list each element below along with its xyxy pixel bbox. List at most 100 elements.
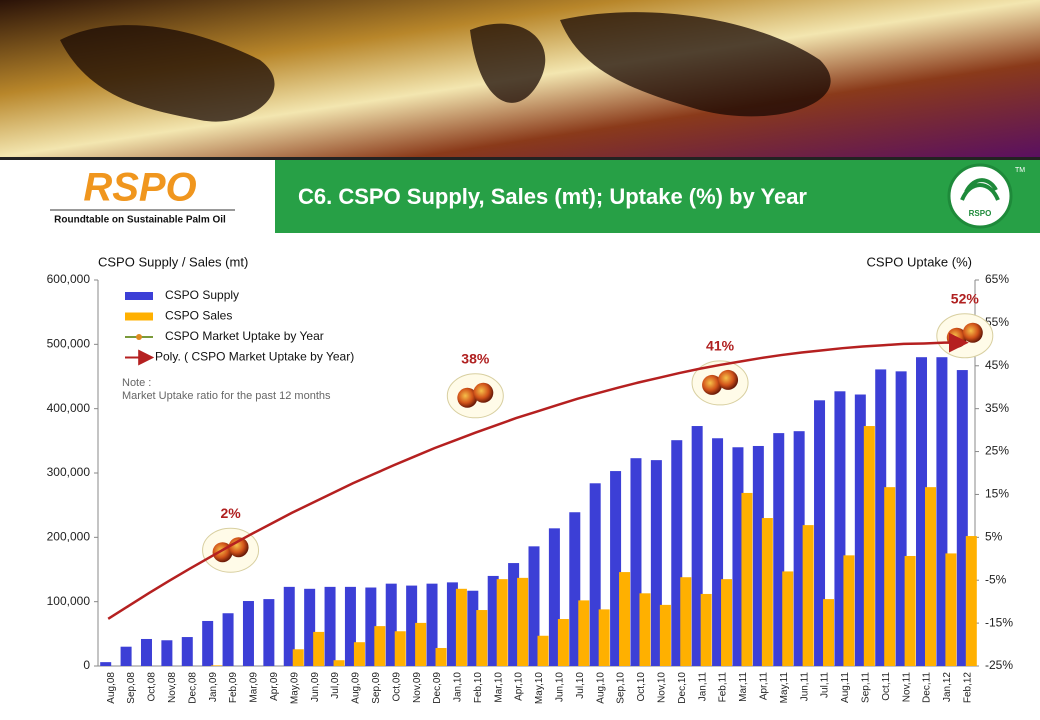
bar [802,525,814,666]
y-tick-label: 600,000 [47,272,91,286]
bar [100,662,112,666]
y-tick-label: 0 [83,658,90,672]
x-tick-label: Nov,08 [167,672,178,703]
bar [680,577,692,666]
x-tick-label: Aug,08 [106,672,117,704]
data-label: 41% [706,338,735,354]
bar [455,588,467,666]
bar [161,640,173,666]
bar [435,647,447,666]
bar [292,649,304,666]
y2-tick-label: 55% [985,315,1009,329]
y2-tick-label: 15% [985,487,1009,501]
x-tick-label: Sep,10 [616,672,627,704]
bar [741,492,753,666]
x-tick-label: Jul,11 [820,672,831,698]
x-tick-label: Feb,10 [473,672,484,704]
legend-swatch [136,334,142,340]
uptake-fruit [228,537,249,558]
bar [385,583,397,666]
bar [496,579,508,666]
x-tick-label: Aug,11 [840,672,851,703]
bar [589,483,601,666]
plot: 0 100,000 200,000 300,000 400,000 500,000 600,… [47,272,1014,704]
badge-text: RSPO [969,209,992,218]
x-tick-label: May,10 [534,672,545,704]
bar [659,604,671,666]
x-tick-label: Dec,10 [677,672,688,704]
uptake-fruit [702,374,723,395]
bar [863,426,875,666]
bar [365,587,377,666]
bar [446,582,458,666]
x-tick-label: Nov,10 [657,672,668,703]
y2-axis-title: CSPO Uptake (%) [867,254,972,269]
x-tick-label: Aug,09 [351,672,362,704]
bar [394,631,406,666]
x-tick-label: Feb,12 [962,672,973,704]
bar [557,619,569,666]
trend-line [107,332,969,620]
uptake-fruit [962,322,983,343]
x-tick-label: Apr,10 [514,672,525,701]
bar [945,553,957,666]
bar [965,536,977,666]
bar [333,660,345,666]
y2-tick-label: -15% [985,615,1013,629]
data-label: 52% [951,290,980,306]
bar [181,637,193,666]
uptake-fruit [473,382,494,403]
x-tick-label: Jan,12 [942,672,953,702]
x-tick-label: Feb,11 [718,672,729,703]
badge [947,163,1013,229]
bar [476,610,488,666]
bar [712,438,724,666]
x-tick-label: Jul,10 [575,672,586,699]
slide-title: C6. CSPO Supply, Sales (mt); Uptake (%) … [298,184,807,209]
bar [752,445,764,666]
y2-tick-label: 45% [985,358,1009,372]
bar [773,433,785,666]
bar [619,572,631,666]
logo-subtitle: Roundtable on Sustainable Palm Oil [54,215,226,226]
x-tick-label: Jan,09 [208,672,219,702]
y2-tick-label: 65% [985,272,1009,286]
y2-tick-label: 35% [985,401,1009,415]
bar [211,665,223,666]
bar [517,577,529,666]
bar [304,588,316,666]
bar [415,622,427,666]
y2-tick-label: 25% [985,444,1009,458]
bar [610,471,622,666]
bar [598,609,610,666]
x-tick-label: Dec,08 [187,672,198,704]
logo-area [0,160,275,233]
bar [793,431,805,666]
y2-tick-label: -25% [985,658,1013,672]
bar [925,487,937,666]
legend-label: CSPO Market Uptake by Year [165,329,324,343]
x-tick-label: Sep,11 [860,672,871,703]
bar [884,487,896,666]
logo: RSPO [83,166,196,210]
x-tick-label: Oct,09 [391,672,402,702]
x-tick-label: Feb,09 [228,672,239,704]
x-tick-label: Sep,09 [371,672,382,704]
bar [120,646,132,666]
x-tick-label: Jan,11 [697,672,708,702]
bar [691,426,703,666]
bar [569,512,581,666]
x-tick-label: Sep,08 [126,672,137,704]
bar [721,579,733,666]
y-axis-title: CSPO Supply / Sales (mt) [98,254,248,269]
map-shapes [60,12,831,122]
x-tick-label: Nov,11 [901,672,912,703]
legend-swatch [125,292,153,300]
bar [916,357,928,666]
bar [487,575,499,666]
bar [374,626,386,666]
x-tick-label: Oct,10 [636,672,647,702]
bar [528,546,540,666]
x-tick-label: Jun,11 [799,672,810,702]
bar [537,635,549,666]
